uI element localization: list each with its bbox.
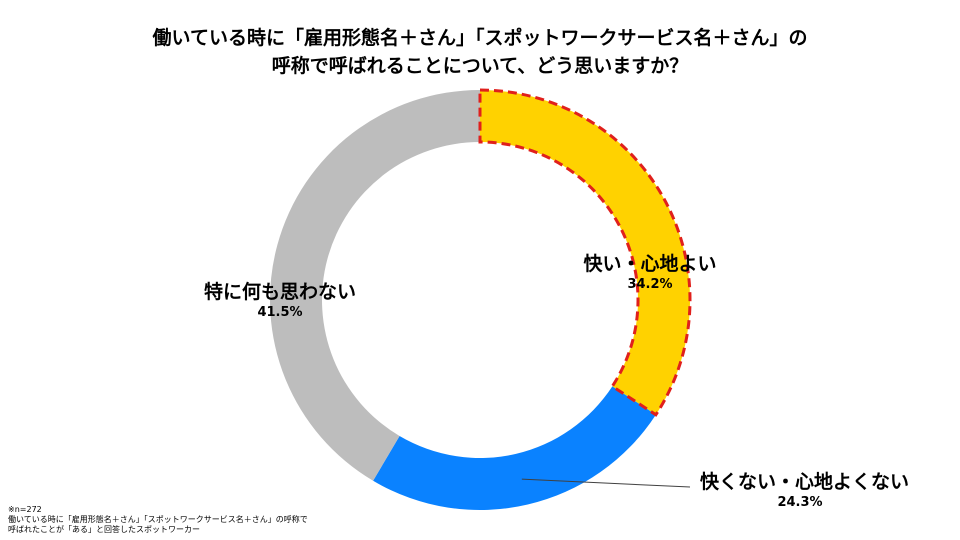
footnote: ※n=272 働いている時に「雇用形態名＋さん」「スポットワークサービス名＋さん… — [8, 505, 308, 535]
chart-title-line2: 呼称で呼ばれることについて、どう思いますか？ — [271, 55, 689, 77]
label-neutral: 特に何も思わない 41.5% — [190, 280, 370, 322]
segment-comfortable-highlight — [478, 88, 692, 417]
label-comfortable-name: 快い・心地よい — [583, 253, 717, 275]
label-uncomfortable-value: 24.3% — [777, 495, 823, 510]
segment-comfortable — [480, 90, 690, 415]
footnote-line2: 呼ばれたことが「ある」と回答したスポットワーカー — [8, 525, 200, 534]
label-uncomfortable: 快くない・心地よくない 24.3% — [700, 470, 910, 512]
footnote-line1: 働いている時に「雇用形態名＋さん」「スポットワークサービス名＋さん」の呼称で — [8, 515, 308, 524]
label-comfortable: 快い・心地よい 34.2% — [580, 252, 720, 294]
label-uncomfortable-name: 快くない・心地よくない — [700, 471, 910, 493]
footnote-n: ※n=272 — [8, 505, 42, 514]
label-neutral-value: 41.5% — [257, 305, 303, 320]
chart-title: 働いている時に「雇用形態名＋さん」「スポットワークサービス名＋さん」の 呼称で呼… — [0, 24, 960, 80]
label-comfortable-value: 34.2% — [627, 277, 673, 292]
segment-neutral — [270, 90, 480, 481]
segment-uncomfortable — [373, 386, 656, 511]
chart-title-line1: 働いている時に「雇用形態名＋さん」「スポットワークサービス名＋さん」の — [152, 27, 808, 49]
leader-line-uncomfortable — [521, 478, 691, 488]
label-neutral-name: 特に何も思わない — [203, 281, 356, 303]
